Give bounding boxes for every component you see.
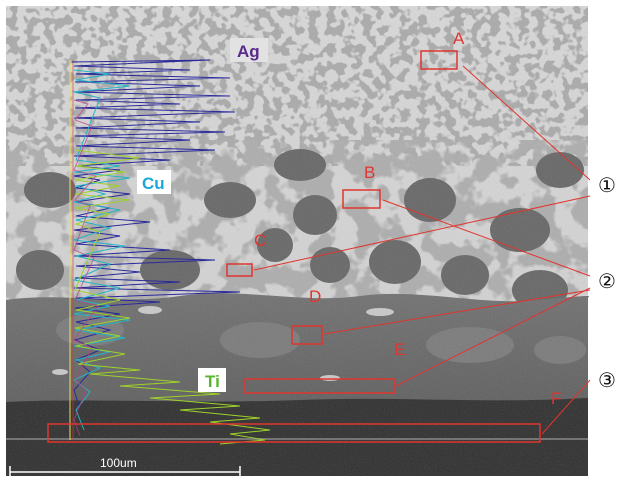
ti-label: Ti <box>205 372 220 391</box>
cu-signal-line <box>72 69 131 431</box>
scale-bar <box>9 466 241 476</box>
leader-lines <box>253 65 591 435</box>
region-box-b <box>342 189 381 209</box>
ag-label: Ag <box>237 42 260 61</box>
region-box-f <box>47 423 541 443</box>
region-box-e <box>244 378 396 394</box>
region-label-a: A <box>453 29 465 48</box>
ag-signal-line <box>71 59 241 411</box>
region-label-c: C <box>254 231 266 250</box>
region-label-e: E <box>394 340 405 359</box>
ti-signal-line <box>74 149 271 445</box>
region-label-d: D <box>309 287 321 306</box>
region-label-b: B <box>364 163 375 182</box>
eds-line-scan <box>69 59 271 445</box>
callout-3: ③ <box>598 368 616 392</box>
cu-label: Cu <box>142 174 165 193</box>
region-boxes <box>47 50 541 443</box>
scale-bar-label: 100um <box>100 456 137 470</box>
mixed-signal-line <box>73 99 99 437</box>
region-box-d <box>291 325 323 345</box>
region-label-f: F <box>551 389 561 408</box>
region-box-a <box>420 50 458 70</box>
callout-1: ① <box>598 173 616 197</box>
region-box-c <box>226 263 253 277</box>
callout-2: ② <box>598 269 616 293</box>
